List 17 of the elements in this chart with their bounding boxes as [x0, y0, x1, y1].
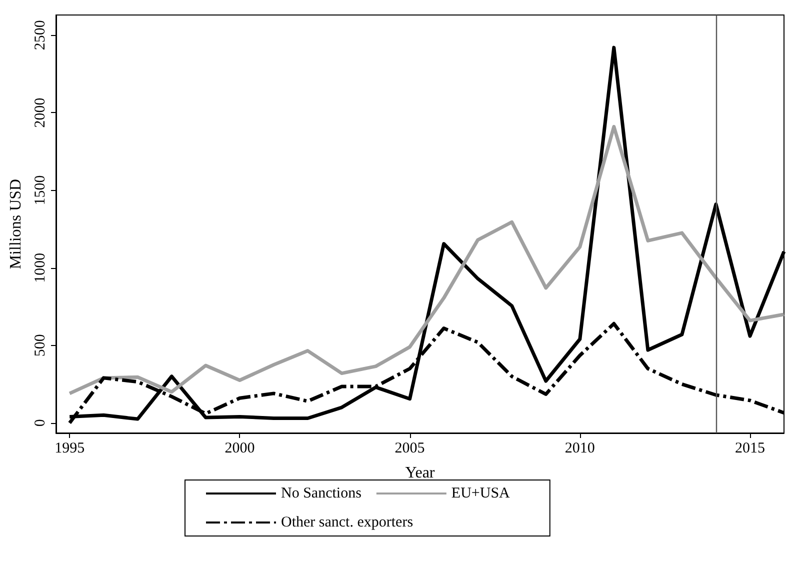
- x-tick-label: 1995: [54, 440, 85, 456]
- y-tick-label: 2500: [32, 20, 48, 50]
- legend-label: EU+USA: [451, 486, 510, 502]
- y-tick-label: 0: [32, 419, 48, 427]
- y-tick-label: 1500: [32, 175, 48, 206]
- x-tick-label: 2005: [394, 440, 425, 456]
- y-axis-title: Millions USD: [8, 178, 24, 270]
- legend-label: Other sanct. exporters: [281, 514, 414, 530]
- y-tick-label: 1000: [32, 252, 48, 283]
- y-tick-label: 500: [32, 334, 48, 357]
- x-tick-label: 2010: [564, 440, 595, 456]
- line-series: [68, 124, 786, 396]
- x-tick-label: 2015: [734, 440, 765, 456]
- x-tick-label: 2000: [224, 440, 255, 456]
- legend-label: No Sanctions: [281, 486, 362, 502]
- y-tick-label: 2000: [32, 98, 48, 128]
- x-axis-title: Year: [405, 464, 436, 482]
